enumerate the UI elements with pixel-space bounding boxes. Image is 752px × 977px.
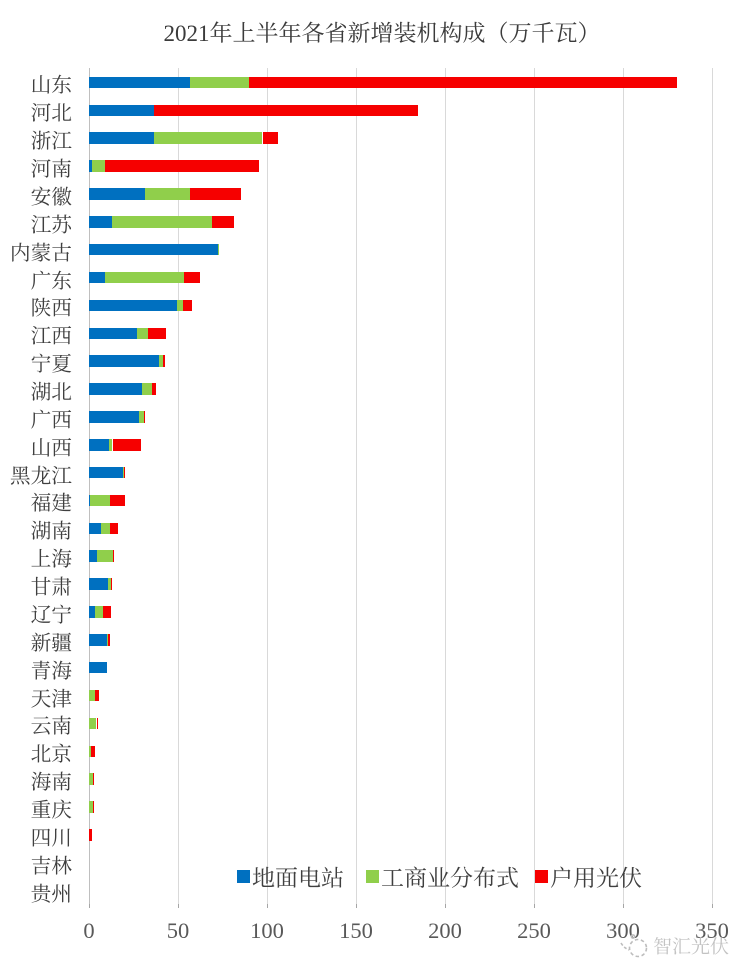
svg-text:智汇光伏: 智汇光伏 (653, 932, 729, 959)
